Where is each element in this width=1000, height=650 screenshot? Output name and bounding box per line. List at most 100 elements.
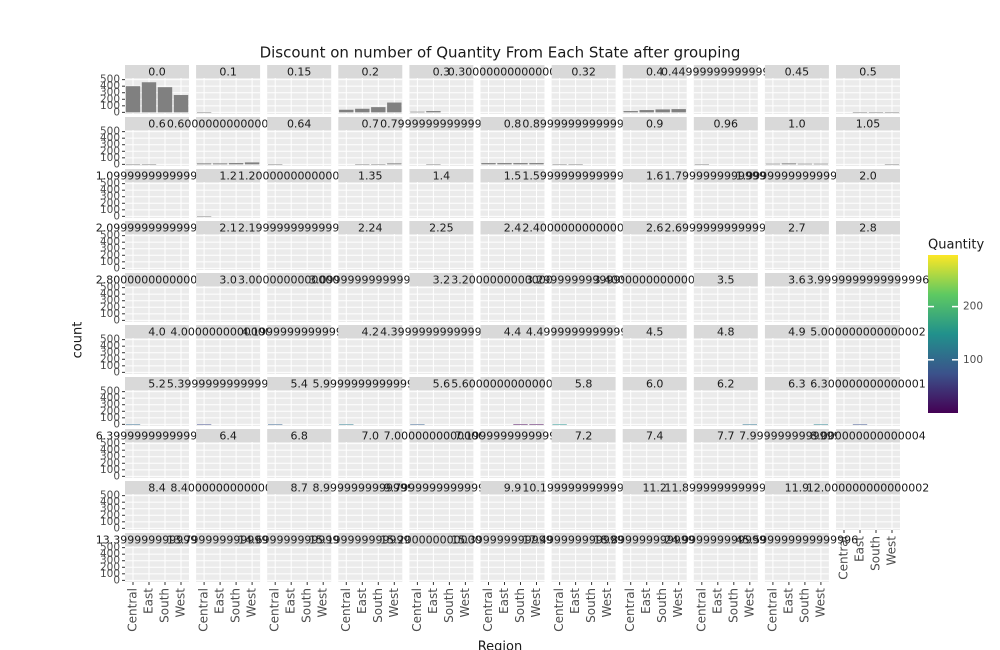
bar bbox=[387, 163, 402, 165]
facet-label: 4.000000000000001 bbox=[170, 326, 285, 339]
bar bbox=[196, 216, 212, 217]
bar bbox=[125, 86, 141, 113]
x-tick-label: South bbox=[229, 588, 243, 623]
y-tick-label: 400 bbox=[100, 236, 120, 248]
x-tick-label: West bbox=[529, 588, 543, 618]
bar bbox=[196, 424, 212, 425]
strip bbox=[196, 481, 261, 494]
strip bbox=[480, 533, 545, 546]
bar bbox=[655, 109, 670, 113]
strip bbox=[693, 377, 758, 390]
strip bbox=[551, 65, 616, 78]
facet-label: 0.30000000000000004 bbox=[448, 66, 577, 79]
panel bbox=[338, 390, 403, 426]
x-tick-label: Central bbox=[481, 588, 495, 632]
facet-label: 2.8 bbox=[859, 222, 877, 235]
y-tick-label: 400 bbox=[100, 496, 120, 508]
bar bbox=[639, 110, 654, 113]
strip bbox=[196, 117, 261, 130]
facet-label: 1.5 bbox=[504, 170, 522, 183]
y-tick-label: 100 bbox=[100, 412, 120, 424]
strip bbox=[693, 273, 758, 286]
panel bbox=[480, 234, 545, 270]
x-tick-label: South bbox=[442, 588, 456, 623]
x-tick-label: West bbox=[245, 588, 259, 618]
strip bbox=[196, 533, 261, 546]
bar bbox=[212, 163, 228, 165]
facet-label: 6.3 bbox=[788, 378, 806, 391]
x-tick-label: West bbox=[387, 588, 401, 618]
strip bbox=[409, 429, 474, 442]
bar bbox=[884, 112, 900, 113]
strip bbox=[338, 65, 403, 78]
facet-label: 4.0 bbox=[148, 326, 166, 339]
y-tick-label: 0 bbox=[113, 106, 120, 118]
facet-label: 2.4 bbox=[504, 222, 522, 235]
facet-label: 2.8000000000000003 bbox=[96, 274, 218, 287]
strip bbox=[551, 429, 616, 442]
panel bbox=[196, 182, 261, 218]
facet-label: 1.2000000000000002 bbox=[238, 170, 360, 183]
panel bbox=[836, 78, 900, 114]
panel bbox=[480, 546, 545, 582]
facet-label: 3.0000000000000004 bbox=[238, 274, 360, 287]
y-tick-label: 300 bbox=[100, 243, 120, 255]
panel bbox=[551, 78, 616, 114]
facet-label: 5.6000000000000005 bbox=[451, 378, 573, 391]
facet-label: 0.8 bbox=[504, 118, 522, 131]
facet-label: 7.4 bbox=[646, 430, 664, 443]
y-tick-label: 100 bbox=[100, 464, 120, 476]
bar bbox=[141, 82, 157, 113]
x-tick-label: South bbox=[300, 588, 314, 623]
panel bbox=[125, 338, 189, 374]
panel bbox=[836, 234, 900, 270]
bar bbox=[125, 164, 141, 165]
panel bbox=[409, 78, 474, 114]
y-tick-label: 300 bbox=[100, 347, 120, 359]
facet-label: 4.4 bbox=[504, 326, 522, 339]
facet-label: 15.200000000000001 bbox=[380, 534, 502, 547]
facet-label: 0.64 bbox=[287, 118, 312, 131]
strip bbox=[338, 117, 403, 130]
facet-label: 3.2000000000000006 bbox=[451, 274, 573, 287]
strip bbox=[125, 377, 189, 390]
panel bbox=[409, 234, 474, 270]
bar bbox=[481, 163, 496, 165]
panel bbox=[196, 78, 261, 114]
panel bbox=[764, 546, 829, 582]
strip bbox=[764, 169, 829, 182]
panel bbox=[693, 546, 758, 582]
strip bbox=[196, 429, 261, 442]
facet-label: 17.499999999999996 bbox=[522, 534, 644, 547]
panel bbox=[267, 234, 332, 270]
strip bbox=[764, 273, 829, 286]
y-tick-label: 100 bbox=[100, 152, 120, 164]
legend-tick-label: 200 bbox=[963, 301, 983, 313]
panel bbox=[480, 182, 545, 218]
panel bbox=[693, 78, 758, 114]
facet-label: 2.25 bbox=[429, 222, 454, 235]
panel bbox=[125, 390, 189, 426]
y-tick-label: 300 bbox=[100, 87, 120, 99]
strip bbox=[196, 169, 261, 182]
strip bbox=[125, 429, 189, 442]
panel bbox=[196, 442, 261, 478]
panel bbox=[409, 130, 474, 166]
strip bbox=[622, 429, 687, 442]
strip bbox=[622, 481, 687, 494]
y-tick-label: 200 bbox=[100, 249, 120, 261]
x-tick-label: East bbox=[853, 536, 867, 562]
bar bbox=[228, 163, 244, 165]
facet-label: 4.499999999999999 bbox=[526, 326, 641, 339]
strip bbox=[480, 429, 545, 442]
strip bbox=[693, 169, 758, 182]
facet-label: 8.4 bbox=[148, 482, 166, 495]
x-tick-label: Central bbox=[837, 536, 851, 580]
strip bbox=[622, 65, 687, 78]
bar bbox=[529, 163, 544, 165]
bar bbox=[765, 163, 781, 165]
panel bbox=[196, 338, 261, 374]
bar bbox=[513, 424, 528, 425]
strip bbox=[338, 429, 403, 442]
strip bbox=[409, 377, 474, 390]
